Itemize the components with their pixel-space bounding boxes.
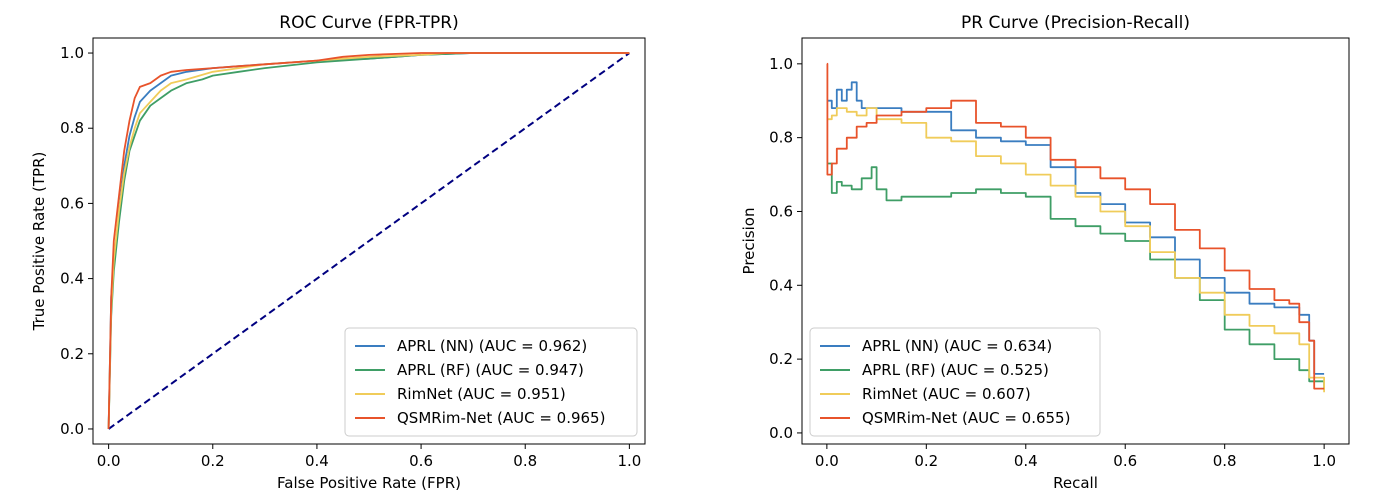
roc-x-axis-label: False Positive Rate (FPR) xyxy=(277,474,461,492)
pr-y-tick-label: 0.6 xyxy=(769,202,793,220)
pr-legend: APRL (NN) (AUC = 0.634) APRL (RF) (AUC = … xyxy=(809,327,1101,437)
pr-legend-label-1: APRL (RF) (AUC = 0.525) xyxy=(862,361,1049,379)
pr-chart: PR Curve (Precision-Recall) 0.0 0.2 0.4 0.6 0… xyxy=(740,13,1350,492)
pr-y-axis-label: Precision xyxy=(740,208,758,275)
roc-legend-box xyxy=(344,327,638,437)
roc-chart: ROC Curve (FPR-TPR) 0.0 0.2 0.4 0.6 0.8 1.0 0.0… xyxy=(30,13,646,492)
roc-y-tick-label: 0.6 xyxy=(60,194,84,212)
roc-x-tick-label: 0.8 xyxy=(513,452,537,470)
roc-series-line-2 xyxy=(107,52,630,430)
pr-x-axis-label: Recall xyxy=(1053,474,1098,492)
pr-axes-frame xyxy=(801,37,1350,445)
roc-title: ROC Curve (FPR-TPR) xyxy=(279,13,458,33)
roc-reference-line xyxy=(108,52,630,430)
pr-series-line-1 xyxy=(826,162,1325,389)
roc-legend-label-2: RimNet (AUC = 0.951) xyxy=(397,385,566,403)
pr-y-tick-label: 0.4 xyxy=(769,276,793,294)
pr-y-tick-label: 0.0 xyxy=(769,424,793,442)
pr-x-tick-label: 0.8 xyxy=(1213,452,1237,470)
pr-x-tick-label: 0.4 xyxy=(1014,452,1038,470)
roc-x-tick-label: 0.2 xyxy=(201,452,225,470)
roc-legend-label-3: QSMRim-Net (AUC = 0.965) xyxy=(397,409,605,427)
pr-plot-area xyxy=(826,62,1325,393)
pr-y-tick-label: 1.0 xyxy=(769,55,793,73)
roc-x-tick-label: 0.0 xyxy=(97,452,121,470)
pr-x-tick-label: 0.2 xyxy=(914,452,938,470)
roc-y-tick-label: 0.0 xyxy=(60,420,84,438)
pr-y-tick-label: 0.2 xyxy=(769,350,793,368)
pr-series-line-0 xyxy=(826,81,1325,375)
roc-x-tick-label: 0.6 xyxy=(409,452,433,470)
roc-axes-frame xyxy=(92,37,646,445)
pr-y-tick-label: 0.8 xyxy=(769,129,793,147)
roc-y-tick-label: 0.8 xyxy=(60,119,84,137)
roc-y-tick-label: 1.0 xyxy=(60,44,84,62)
pr-legend-box xyxy=(809,327,1101,437)
pr-series-line-3 xyxy=(826,62,1325,390)
pr-legend-label-3: QSMRim-Net (AUC = 0.655) xyxy=(862,409,1070,427)
pr-legend-label-2: RimNet (AUC = 0.607) xyxy=(862,385,1031,403)
pr-x-tick-label: 1.0 xyxy=(1312,452,1336,470)
roc-legend: APRL (NN) (AUC = 0.962) APRL (RF) (AUC = … xyxy=(344,327,638,437)
roc-x-tick-label: 1.0 xyxy=(617,452,641,470)
roc-plot-area xyxy=(107,52,630,430)
roc-y-tick-label: 0.4 xyxy=(60,270,84,288)
roc-y-tick-label: 0.2 xyxy=(60,345,84,363)
roc-series-line-3 xyxy=(107,52,630,430)
pr-x-tick-label: 0.0 xyxy=(815,452,839,470)
roc-legend-label-1: APRL (RF) (AUC = 0.947) xyxy=(397,361,584,379)
roc-legend-label-0: APRL (NN) (AUC = 0.962) xyxy=(397,337,587,355)
pr-series-line-2 xyxy=(826,107,1325,393)
roc-x-tick-label: 0.4 xyxy=(305,452,329,470)
pr-title: PR Curve (Precision-Recall) xyxy=(961,13,1190,33)
pr-legend-label-0: APRL (NN) (AUC = 0.634) xyxy=(862,337,1052,355)
pr-x-tick-label: 0.6 xyxy=(1113,452,1137,470)
roc-y-axis-label: True Positive Rate (TPR) xyxy=(30,152,48,332)
